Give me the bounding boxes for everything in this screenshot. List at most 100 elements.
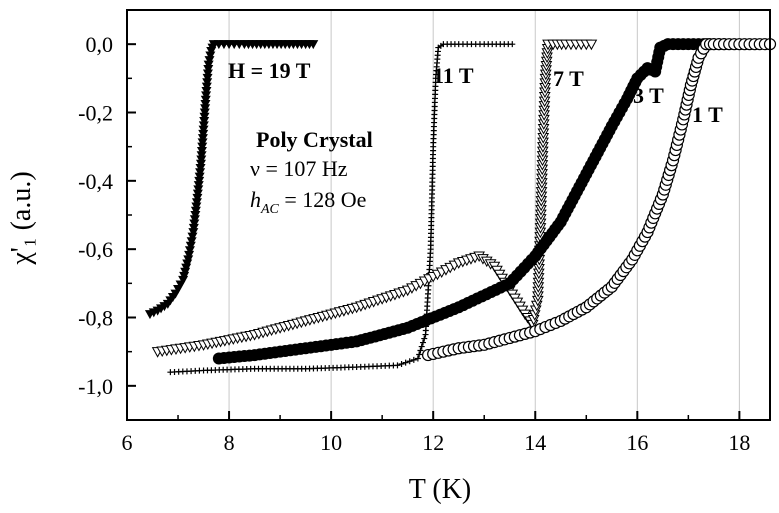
x-axis-title: T (K) [409, 474, 471, 505]
hac-symbol: h [250, 187, 261, 212]
data-point [195, 164, 206, 174]
data-point [200, 104, 211, 114]
series-label-7t: 7 T [553, 66, 584, 91]
data-point [190, 211, 201, 220]
data-point [193, 181, 204, 191]
series-2 [151, 39, 598, 358]
y-axis-title: χ'₁ (a.u.) [6, 171, 37, 265]
data-point [201, 82, 212, 92]
data-point [204, 56, 215, 66]
data-point [200, 95, 211, 105]
data-point [186, 237, 197, 247]
data-point [181, 263, 192, 273]
data-point [183, 255, 194, 265]
annotation-sample: Poly Crystal [256, 127, 373, 152]
data-point [421, 335, 428, 342]
data-point [189, 215, 200, 225]
data-point [416, 351, 423, 358]
series-label-1t: 1 T [692, 102, 723, 127]
data-point [394, 362, 401, 369]
data-point [194, 172, 205, 182]
data-point [180, 267, 191, 277]
data-point [193, 185, 204, 195]
series-label-11t: 11 T [433, 63, 474, 88]
data-point [198, 129, 209, 139]
series-labels: H = 19 T 11 T 7 T 3 T 1 T [228, 58, 723, 127]
data-point [201, 91, 212, 101]
data-point [196, 146, 207, 156]
data-point [406, 358, 413, 365]
data-point [203, 60, 214, 70]
data-point [197, 134, 208, 144]
y-tick-label: -1,0 [78, 374, 113, 399]
data-point [191, 202, 202, 212]
data-point [585, 39, 598, 51]
series-label-3t: 3 T [633, 83, 664, 108]
annotation-hac: hAC = 128 Oe [250, 187, 366, 217]
data-point [195, 168, 206, 178]
data-point [418, 343, 425, 350]
data-point [178, 275, 189, 285]
hac-value: = 128 Oe [279, 187, 367, 212]
annotation-frequency: ν = 107 Hz [250, 156, 348, 181]
series-1 [167, 41, 516, 376]
data-point [197, 138, 208, 148]
y-tick-label: -0,8 [78, 306, 113, 331]
data-point [184, 250, 195, 260]
data-point [185, 241, 196, 251]
data-point [308, 40, 319, 50]
x-tick-label: 6 [122, 430, 133, 455]
y-tick-label: -0,2 [78, 101, 113, 126]
data-point [402, 359, 409, 366]
series-line [427, 43, 770, 356]
series-label-19t: H = 19 T [228, 58, 311, 83]
data-point [182, 259, 193, 269]
annotation-box: Poly Crystal ν = 107 Hz hAC = 128 Oe [250, 127, 373, 217]
data-point [194, 176, 205, 186]
data-point [196, 151, 207, 161]
data-point [417, 347, 424, 354]
data-point [189, 219, 200, 229]
y-tick-label: -0,6 [78, 237, 113, 262]
data-point [188, 223, 199, 233]
data-point [410, 356, 417, 363]
data-point [398, 360, 405, 367]
data-point [192, 189, 203, 199]
data-point [198, 121, 209, 131]
data-point [201, 87, 212, 97]
series-layer [144, 38, 777, 376]
x-tick-label: 10 [320, 430, 342, 455]
data-point [199, 108, 210, 118]
data-point [197, 142, 208, 152]
data-point [196, 155, 207, 165]
x-tick-label: 18 [728, 430, 750, 455]
series-4 [421, 38, 777, 362]
series-0 [144, 40, 319, 320]
y-tick-label: 0,0 [86, 32, 114, 57]
data-point [200, 99, 211, 109]
data-point [184, 246, 195, 256]
data-point [191, 198, 202, 208]
data-point [188, 228, 199, 238]
data-point [202, 69, 213, 79]
data-point [187, 232, 198, 242]
data-point [202, 73, 213, 83]
data-point [203, 65, 214, 75]
data-point [192, 193, 203, 203]
data-point [179, 271, 190, 281]
axis-ticks [126, 43, 741, 420]
data-point [199, 112, 210, 122]
tick-labels: 6 8 10 12 14 16 18 0,0 -0,2 -0,4 -0,6 -0,8 -1,0 [78, 32, 750, 455]
data-point [202, 78, 213, 88]
data-point [205, 51, 216, 61]
data-point [195, 159, 206, 169]
data-point [190, 206, 201, 216]
x-tick-label: 12 [422, 430, 444, 455]
x-tick-label: 14 [524, 430, 546, 455]
x-tick-label: 8 [224, 430, 235, 455]
data-point [414, 355, 421, 362]
data-point [419, 339, 426, 346]
data-point [199, 117, 210, 127]
data-point [198, 125, 209, 135]
